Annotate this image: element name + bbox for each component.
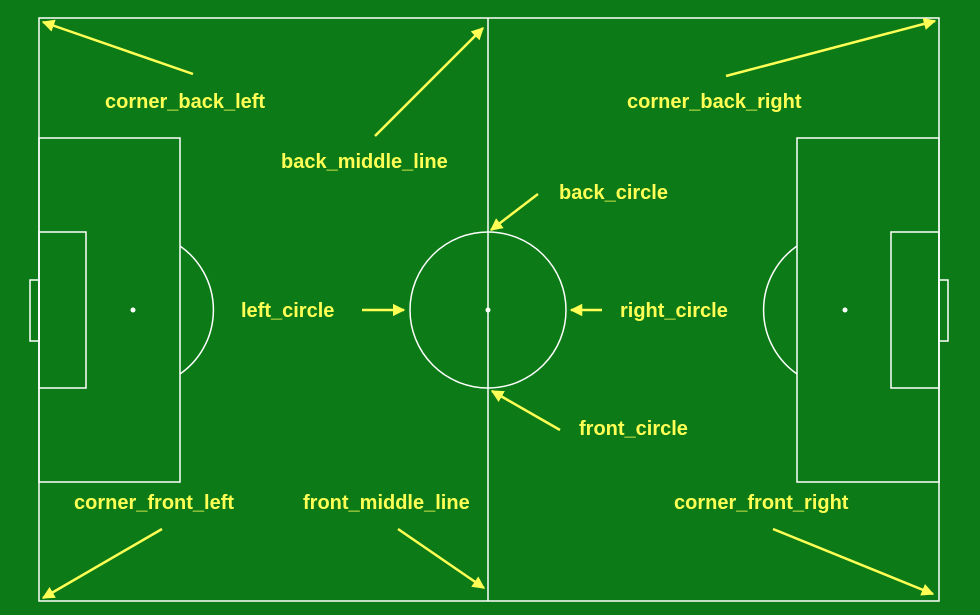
- annotation-labels: corner_back_left back_middle_line corner…: [74, 91, 849, 514]
- arrow-front-circle: [490, 389, 561, 432]
- arrow-corner-back-left: [41, 19, 194, 76]
- right-penalty-arc: [762, 245, 798, 375]
- arrow-back-circle: [490, 193, 539, 231]
- arrow-front-middle-line: [397, 527, 486, 590]
- label-corner-front-right: corner_front_right: [674, 492, 849, 514]
- label-corner-back-right: corner_back_right: [627, 91, 802, 113]
- left-penalty-arc: [179, 245, 215, 375]
- annotation-arrows: [41, 17, 937, 600]
- center-circle: [409, 231, 567, 389]
- label-corner-back-left: corner_back_left: [105, 91, 265, 113]
- label-right-circle: right_circle: [620, 300, 728, 322]
- left-goal: [29, 279, 40, 342]
- arrow-corner-front-left: [41, 527, 163, 600]
- right-goal: [938, 279, 949, 342]
- label-back-middle-line: back_middle_line: [281, 151, 448, 173]
- label-front-middle-line: front_middle_line: [303, 492, 470, 514]
- arrow-corner-back-right: [725, 17, 937, 78]
- label-corner-front-left: corner_front_left: [74, 492, 234, 514]
- pitch-markings: [29, 17, 949, 602]
- arrow-back-middle-line: [374, 27, 484, 137]
- label-left-circle: left_circle: [241, 300, 334, 322]
- left-penalty-spot: [130, 307, 136, 313]
- center-spot: [485, 307, 491, 313]
- label-front-circle: front_circle: [579, 418, 688, 440]
- arrow-corner-front-right: [772, 527, 935, 596]
- right-penalty-spot: [842, 307, 848, 313]
- label-back-circle: back_circle: [559, 182, 668, 204]
